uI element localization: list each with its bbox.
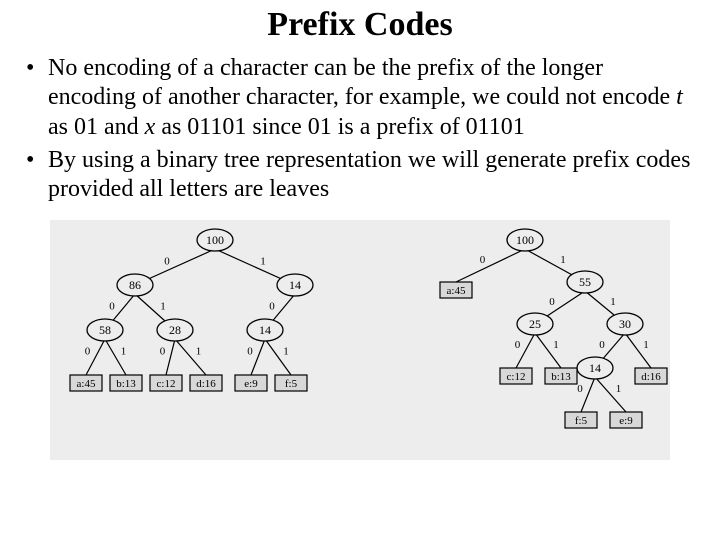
- svg-text:0: 0: [549, 296, 555, 308]
- bullet-item: • By using a binary tree representation …: [24, 146, 696, 205]
- svg-text:1: 1: [121, 346, 127, 358]
- svg-text:100: 100: [516, 233, 534, 247]
- svg-text:0: 0: [109, 301, 115, 313]
- text-span: No encoding of a character can be the pr…: [48, 55, 676, 110]
- svg-text:30: 30: [619, 317, 631, 331]
- svg-text:c:12: c:12: [507, 371, 526, 383]
- svg-text:1: 1: [616, 383, 622, 395]
- svg-text:14: 14: [289, 278, 301, 292]
- svg-text:86: 86: [129, 278, 141, 292]
- svg-text:1: 1: [553, 339, 559, 351]
- svg-text:f:5: f:5: [285, 378, 298, 390]
- svg-text:0: 0: [269, 301, 275, 313]
- svg-text:0: 0: [85, 346, 91, 358]
- svg-text:1: 1: [260, 256, 266, 268]
- svg-text:b:13: b:13: [116, 378, 136, 390]
- page-title: Prefix Codes: [0, 0, 720, 54]
- svg-text:1: 1: [283, 346, 289, 358]
- svg-text:0: 0: [515, 339, 521, 351]
- svg-text:0: 0: [164, 256, 170, 268]
- svg-text:25: 25: [529, 317, 541, 331]
- svg-text:14: 14: [259, 323, 271, 337]
- svg-text:0: 0: [577, 383, 583, 395]
- tree-diagram: 010100101011008614582814a:45b:13c:12d:16…: [50, 220, 670, 460]
- svg-text:e:9: e:9: [619, 415, 633, 427]
- svg-text:1: 1: [610, 296, 616, 308]
- svg-text:d:16: d:16: [196, 378, 216, 390]
- svg-text:14: 14: [589, 361, 601, 375]
- svg-text:e:9: e:9: [244, 378, 258, 390]
- svg-text:100: 100: [206, 233, 224, 247]
- italic-t: t: [676, 84, 683, 110]
- bullet-text: No encoding of a character can be the pr…: [48, 54, 696, 142]
- svg-text:0: 0: [480, 254, 486, 266]
- svg-text:c:12: c:12: [157, 378, 176, 390]
- svg-text:f:5: f:5: [575, 415, 588, 427]
- text-span: as 01101 since 01 is a prefix of 01101: [155, 114, 524, 140]
- bullet-item: • No encoding of a character can be the …: [24, 54, 696, 142]
- svg-text:a:45: a:45: [77, 378, 96, 390]
- svg-text:28: 28: [169, 323, 181, 337]
- svg-text:55: 55: [579, 275, 591, 289]
- svg-text:1: 1: [643, 339, 649, 351]
- bullet-text: By using a binary tree representation we…: [48, 146, 696, 205]
- bullet-list: • No encoding of a character can be the …: [0, 54, 720, 216]
- italic-x: x: [145, 114, 156, 140]
- svg-text:1: 1: [160, 301, 166, 313]
- text-span: as 01 and: [48, 114, 145, 140]
- svg-text:d:16: d:16: [641, 371, 661, 383]
- svg-text:0: 0: [247, 346, 253, 358]
- svg-text:1: 1: [560, 254, 566, 266]
- text-span: By using a binary tree representation we…: [48, 147, 690, 202]
- svg-text:0: 0: [599, 339, 605, 351]
- svg-text:a:45: a:45: [447, 285, 466, 297]
- bullet-dot: •: [24, 54, 48, 142]
- svg-text:1: 1: [196, 346, 202, 358]
- svg-text:b:13: b:13: [551, 371, 571, 383]
- bullet-dot: •: [24, 146, 48, 205]
- tree-svg: 010100101011008614582814a:45b:13c:12d:16…: [50, 220, 670, 460]
- svg-text:58: 58: [99, 323, 111, 337]
- svg-text:0: 0: [160, 346, 166, 358]
